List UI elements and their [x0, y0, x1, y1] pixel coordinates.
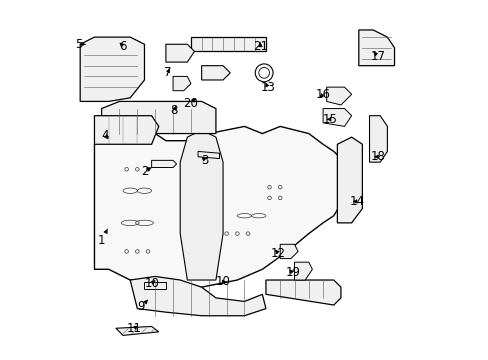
Text: 18: 18 — [370, 150, 385, 163]
Text: 21: 21 — [253, 40, 267, 53]
Text: 10: 10 — [144, 277, 159, 290]
Text: 6: 6 — [119, 40, 126, 53]
Polygon shape — [323, 109, 351, 126]
Polygon shape — [173, 76, 190, 91]
Text: 1: 1 — [98, 229, 107, 247]
Text: 11: 11 — [126, 322, 141, 335]
Polygon shape — [190, 37, 265, 51]
Text: 3: 3 — [201, 154, 208, 167]
Polygon shape — [265, 280, 340, 305]
Polygon shape — [280, 244, 298, 258]
Polygon shape — [94, 126, 344, 287]
Text: 10: 10 — [215, 275, 230, 288]
Text: 15: 15 — [322, 113, 337, 126]
Text: 9: 9 — [137, 300, 147, 313]
Text: 20: 20 — [183, 97, 198, 110]
Text: 12: 12 — [270, 247, 285, 260]
Polygon shape — [80, 37, 144, 102]
Polygon shape — [116, 327, 159, 336]
Text: 8: 8 — [170, 104, 178, 117]
Text: 7: 7 — [163, 66, 171, 79]
Text: 19: 19 — [285, 266, 300, 279]
Text: 13: 13 — [260, 81, 275, 94]
Text: 17: 17 — [370, 50, 385, 63]
Text: 4: 4 — [101, 129, 109, 142]
Polygon shape — [337, 137, 362, 223]
Polygon shape — [144, 282, 165, 289]
Text: 2: 2 — [141, 165, 151, 177]
Polygon shape — [201, 66, 230, 80]
Polygon shape — [326, 87, 351, 105]
Text: 5: 5 — [75, 38, 85, 51]
Text: 14: 14 — [349, 195, 364, 208]
Polygon shape — [102, 102, 216, 134]
Polygon shape — [94, 116, 159, 144]
Polygon shape — [180, 130, 223, 280]
Polygon shape — [369, 116, 386, 162]
Text: 16: 16 — [315, 88, 330, 101]
Polygon shape — [198, 152, 219, 158]
Polygon shape — [151, 160, 176, 167]
Polygon shape — [165, 44, 194, 62]
Polygon shape — [294, 262, 312, 280]
Polygon shape — [358, 30, 394, 66]
Polygon shape — [130, 276, 265, 316]
